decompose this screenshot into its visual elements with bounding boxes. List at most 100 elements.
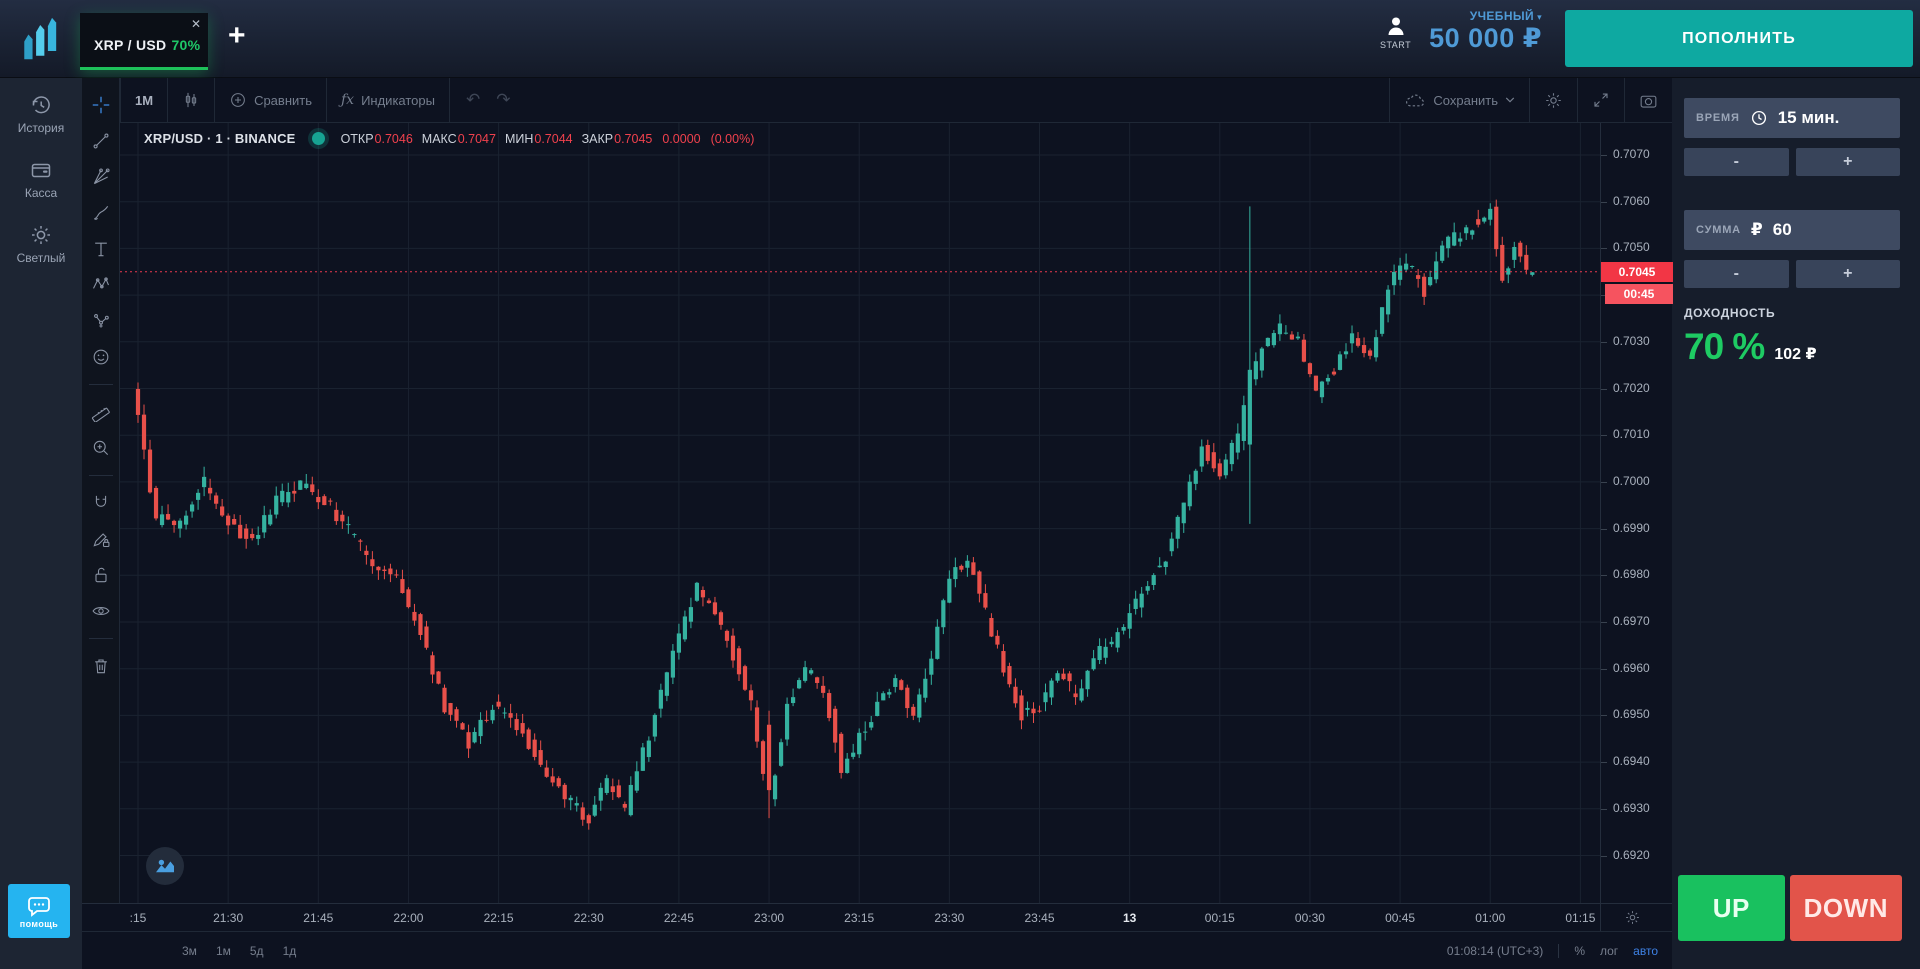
indicators-button[interactable]: ƒx Индикаторы [327, 78, 450, 122]
undo-icon[interactable]: ↶ [465, 90, 481, 109]
range-1d[interactable]: 1д [282, 943, 297, 958]
interval-button[interactable]: 1М [121, 78, 169, 122]
amount-minus-button[interactable]: - [1684, 260, 1789, 288]
sidebar-item-cashier[interactable]: Касса [0, 143, 82, 208]
time-plus-button[interactable]: + [1795, 148, 1900, 176]
crosshair-tool-button[interactable] [88, 92, 114, 118]
time-tick: 22:30 [573, 911, 604, 925]
asset-tab[interactable]: ✕ XRP / USD 70% [80, 13, 208, 70]
trash-icon [94, 659, 107, 674]
profile-button[interactable]: START [1380, 14, 1411, 50]
cloud-icon [1406, 94, 1425, 107]
candle-countdown-label: 00:45 [1605, 283, 1673, 304]
time-tick: 01:00 [1475, 911, 1506, 925]
screenshot-button[interactable] [1624, 78, 1672, 122]
down-button[interactable]: DOWN [1789, 875, 1902, 941]
price-tick: 0.7060 [1601, 193, 1650, 208]
save-layout-button[interactable]: Сохранить [1389, 78, 1529, 122]
candlestick-chart[interactable] [120, 123, 1600, 903]
chart-thumbnail-button[interactable] [146, 847, 184, 885]
drawing-mode-button[interactable] [88, 526, 114, 552]
range-3m[interactable]: 3м [182, 943, 197, 958]
range-buttons: 3м 1м 5д 1д [82, 944, 296, 958]
candles-icon [185, 92, 197, 108]
tab-close-icon[interactable]: ✕ [190, 17, 201, 31]
time-tick: 23:00 [754, 911, 785, 925]
axis-settings-button[interactable] [1624, 909, 1641, 931]
sidebar-item-history[interactable]: История [0, 78, 82, 143]
percent-scale-toggle[interactable]: % [1574, 943, 1585, 958]
time-tick: 13 [1122, 911, 1137, 925]
toolbar-divider [88, 638, 113, 639]
compare-button[interactable]: Сравнить [215, 78, 327, 122]
fullscreen-button[interactable] [1577, 78, 1624, 122]
time-tick: 22:15 [483, 911, 514, 925]
footer-right: 01:08:14 (UTC+3) % лог авто [1446, 943, 1672, 958]
pattern-tool-button[interactable] [88, 272, 114, 298]
legend-symbol[interactable]: XRP/USD · 1 · BINANCE [144, 131, 296, 146]
trend-line-icon [93, 133, 108, 149]
redo-icon[interactable]: ↷ [496, 90, 511, 109]
price-axis[interactable]: 0.7045 00:45 0.70700.70600.70500.70400.7… [1600, 123, 1673, 903]
range-5d[interactable]: 5д [249, 943, 264, 958]
time-tick: 23:15 [844, 911, 875, 925]
prediction-tool-button[interactable] [88, 308, 114, 334]
price-tick: 0.6960 [1601, 660, 1650, 675]
chart-footer: 3м 1м 5д 1д 01:08:14 (UTC+3) % лог авто [82, 931, 1672, 969]
brush-tool-button[interactable] [88, 200, 114, 226]
measure-tool-button[interactable] [88, 399, 114, 425]
gann-fib-tool-button[interactable] [88, 164, 114, 190]
zoom-in-tool-button[interactable] [88, 435, 114, 461]
trade-buttons: UP DOWN [1678, 875, 1902, 941]
trend-line-tool-button[interactable] [88, 128, 114, 154]
price-tick: 0.7020 [1601, 380, 1650, 395]
deposit-button[interactable]: ПОПОЛНИТЬ [1565, 10, 1913, 67]
session-clock[interactable]: 01:08:14 (UTC+3) [1446, 943, 1544, 958]
brush-icon [93, 206, 108, 220]
text-tool-button[interactable] [88, 236, 114, 262]
time-field[interactable]: ВРЕМЯ 15 мин. [1684, 98, 1900, 138]
lock-drawings-button[interactable] [88, 562, 114, 588]
time-tick: 00:45 [1385, 911, 1416, 925]
time-axis[interactable]: :15 21:30 21:45 22:00 22:15 22:30 22:45 23:00 23… [82, 903, 1672, 932]
time-tick: 23:30 [934, 911, 965, 925]
time-tick: :15 [129, 911, 147, 925]
chart-settings-button[interactable] [1529, 78, 1577, 122]
sidebar-item-theme[interactable]: Светлый [0, 208, 82, 273]
help-label: помощь [19, 918, 59, 929]
sidebar: История Касса Светлый помощь [0, 78, 82, 969]
emoji-tool-button[interactable] [88, 344, 114, 370]
remove-drawings-button[interactable] [88, 653, 114, 679]
drawing-toolbar [82, 78, 120, 903]
amount-plus-button[interactable]: + [1795, 260, 1900, 288]
chart-plot[interactable]: XRP/USD · 1 · BINANCE ОТКР0.7046 МАКС0.7… [120, 123, 1600, 903]
app-logo-icon[interactable] [16, 12, 68, 64]
balance-block: УЧЕБНЫЙ ▾ 50 000 ₽ [1429, 9, 1542, 54]
chart-toolbar: 1М Сравнить ƒx Индикаторы ↶ ↷ [120, 78, 1672, 123]
time-minus-button[interactable]: - [1684, 148, 1789, 176]
chart-toolbar-right: Сохранить [1389, 78, 1672, 122]
crosshair-icon [92, 96, 109, 114]
account-type-dropdown[interactable]: УЧЕБНЫЙ ▾ [1469, 9, 1542, 23]
range-1m[interactable]: 1м [215, 943, 231, 958]
hide-drawings-button[interactable] [88, 598, 114, 624]
add-tab-button[interactable]: + [228, 19, 246, 52]
sidebar-item-label: Касса [24, 186, 58, 200]
chart-style-button[interactable] [168, 78, 216, 122]
chat-bubble-icon [28, 896, 50, 917]
time-tick: 00:30 [1294, 911, 1325, 925]
log-scale-toggle[interactable]: лог [1599, 943, 1619, 958]
undo-redo-group: ↶ ↷ [450, 78, 527, 122]
help-button[interactable]: помощь [8, 884, 70, 938]
auto-scale-toggle[interactable]: авто [1633, 943, 1658, 958]
payout-row: 70 % 102 ₽ [1684, 326, 1817, 368]
price-tick: 0.6940 [1601, 754, 1650, 769]
history-icon [32, 96, 50, 114]
amount-value: 60 [1772, 220, 1792, 239]
magnet-icon [95, 495, 106, 507]
up-button[interactable]: UP [1678, 875, 1785, 941]
amount-field[interactable]: СУММА ₽ 60 [1684, 210, 1900, 250]
chart-region: 1М Сравнить ƒx Индикаторы ↶ ↷ [82, 78, 1673, 969]
magnet-tool-button[interactable] [88, 490, 114, 516]
fullscreen-icon [1594, 93, 1608, 107]
